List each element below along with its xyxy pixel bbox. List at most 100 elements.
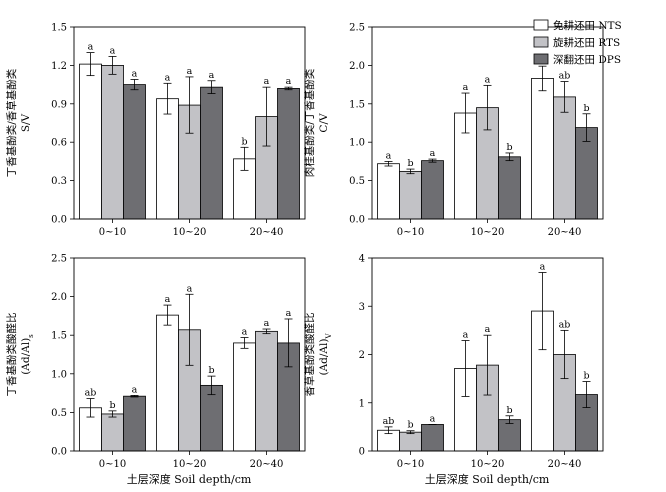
plot-frame	[73, 257, 306, 452]
y-tick-label: 0	[359, 447, 365, 458]
bar	[200, 384, 223, 452]
bar	[255, 330, 278, 452]
significance-label: a	[209, 70, 215, 81]
legend: 免耕还田 NTS 旋耕还田 RTS 深翻还田 DPS	[533, 19, 622, 66]
y-tick-label: 1.5	[349, 99, 365, 110]
x-axis-title-left: 土层深度 Soil depth/cm	[127, 472, 252, 486]
y-tick-label: 1.0	[349, 138, 365, 149]
category-label: 20~40	[250, 227, 284, 238]
significance-label: b	[506, 405, 512, 416]
significance-label: a	[242, 327, 248, 338]
y-tick-label: 0.3	[51, 176, 67, 187]
y-tick-label: 2	[359, 350, 365, 361]
bar	[498, 156, 521, 220]
category-label: 0~10	[99, 459, 126, 470]
significance-label: ab	[383, 416, 395, 427]
y-tick-label: 2.0	[349, 61, 365, 72]
category-label: 10~20	[173, 459, 207, 470]
category-label: 10~20	[471, 227, 505, 238]
y-tick-label: 0.5	[349, 176, 365, 187]
y-tick-label: 0.5	[51, 408, 67, 419]
category-label: 0~10	[397, 227, 424, 238]
bar	[156, 314, 179, 452]
bar	[498, 419, 521, 452]
bar	[101, 413, 124, 452]
chart-panel-2: 0.00.51.01.52.02.50~10aba10~20aab20~40aa…	[303, 23, 604, 238]
y-axis-subtitle: S/V	[20, 113, 32, 132]
significance-label: b	[109, 400, 115, 411]
category-label: 20~40	[250, 459, 284, 470]
significance-label: b	[407, 420, 413, 431]
significance-label: b	[583, 103, 589, 114]
bar	[200, 86, 223, 220]
category-label: 10~20	[173, 227, 207, 238]
bar	[123, 84, 146, 220]
bar	[123, 395, 146, 452]
significance-label: a	[463, 82, 469, 93]
plot-frame	[371, 257, 604, 452]
plot-frame	[371, 26, 604, 220]
significance-label: a	[132, 384, 138, 395]
significance-label: a	[430, 148, 436, 159]
y-tick-label: 0.0	[51, 215, 67, 226]
y-tick-label: 1.5	[51, 331, 67, 342]
significance-label: b	[241, 136, 247, 147]
significance-label: b	[506, 142, 512, 153]
y-tick-label: 1.0	[51, 369, 67, 380]
category-label: 0~10	[99, 227, 126, 238]
bar	[377, 163, 400, 220]
bar	[156, 98, 179, 220]
y-tick-label: 2.5	[349, 23, 365, 34]
bar	[277, 88, 300, 220]
y-axis-subtitle: (Ad/Al)s	[20, 334, 35, 375]
significance-label: a	[187, 283, 193, 294]
legend-swatch-nts	[533, 19, 549, 31]
significance-label: a	[264, 76, 270, 87]
y-tick-label: 2.0	[51, 292, 67, 303]
legend-label-rts: 旋耕还田 RTS	[553, 36, 620, 49]
significance-label: a	[430, 413, 436, 424]
y-axis-title: 丁香基酚类/香草基酚类	[5, 68, 18, 177]
significance-label: a	[264, 318, 270, 329]
category-label: 20~40	[548, 459, 582, 470]
bar	[79, 63, 102, 220]
plot-frame	[73, 26, 306, 220]
significance-label: b	[208, 365, 214, 376]
legend-label-nts: 免耕还田 NTS	[553, 19, 622, 32]
bar	[531, 78, 554, 220]
y-tick-label: 0.0	[51, 447, 67, 458]
significance-label: a	[88, 42, 94, 53]
significance-label: a	[463, 330, 469, 341]
y-tick-label: 4	[359, 254, 365, 265]
y-tick-label: 1.5	[51, 23, 67, 34]
y-axis-subscript: s	[27, 334, 35, 338]
significance-label: a	[485, 324, 491, 335]
significance-label: ab	[559, 71, 571, 82]
significance-label: a	[132, 68, 138, 79]
legend-swatch-rts	[533, 36, 549, 48]
y-tick-label: 1.2	[51, 61, 67, 72]
bar	[233, 342, 256, 452]
significance-label: a	[286, 308, 292, 319]
category-label: 20~40	[548, 227, 582, 238]
x-axis-title-right: 土层深度 Soil depth/cm	[425, 472, 550, 486]
significance-label: a	[165, 294, 171, 305]
significance-label: a	[386, 150, 392, 161]
y-axis-subscript: V	[325, 333, 333, 340]
y-tick-label: 0.9	[51, 99, 67, 110]
chart-panel-3: 0.00.51.01.52.02.50~10abba10~20aab20~40a…	[5, 254, 306, 470]
significance-label: a	[165, 72, 171, 83]
chart-panel-1: 0.0 0.3 0.6 0.9 1.2 1.5 0~10 a a a 10~20 a a a 20~40 b a…	[5, 23, 306, 238]
significance-label: b	[407, 158, 413, 169]
significance-label: a	[540, 261, 546, 272]
y-tick-label: 1	[359, 398, 365, 409]
legend-swatch-dps	[533, 53, 549, 65]
bar	[421, 160, 444, 220]
significance-label: a	[187, 66, 193, 77]
legend-label-dps: 深翻还田 DPS	[553, 53, 621, 66]
y-tick-label: 0.6	[51, 138, 67, 149]
y-tick-label: 3	[359, 302, 365, 313]
y-tick-label: 0.0	[349, 215, 365, 226]
